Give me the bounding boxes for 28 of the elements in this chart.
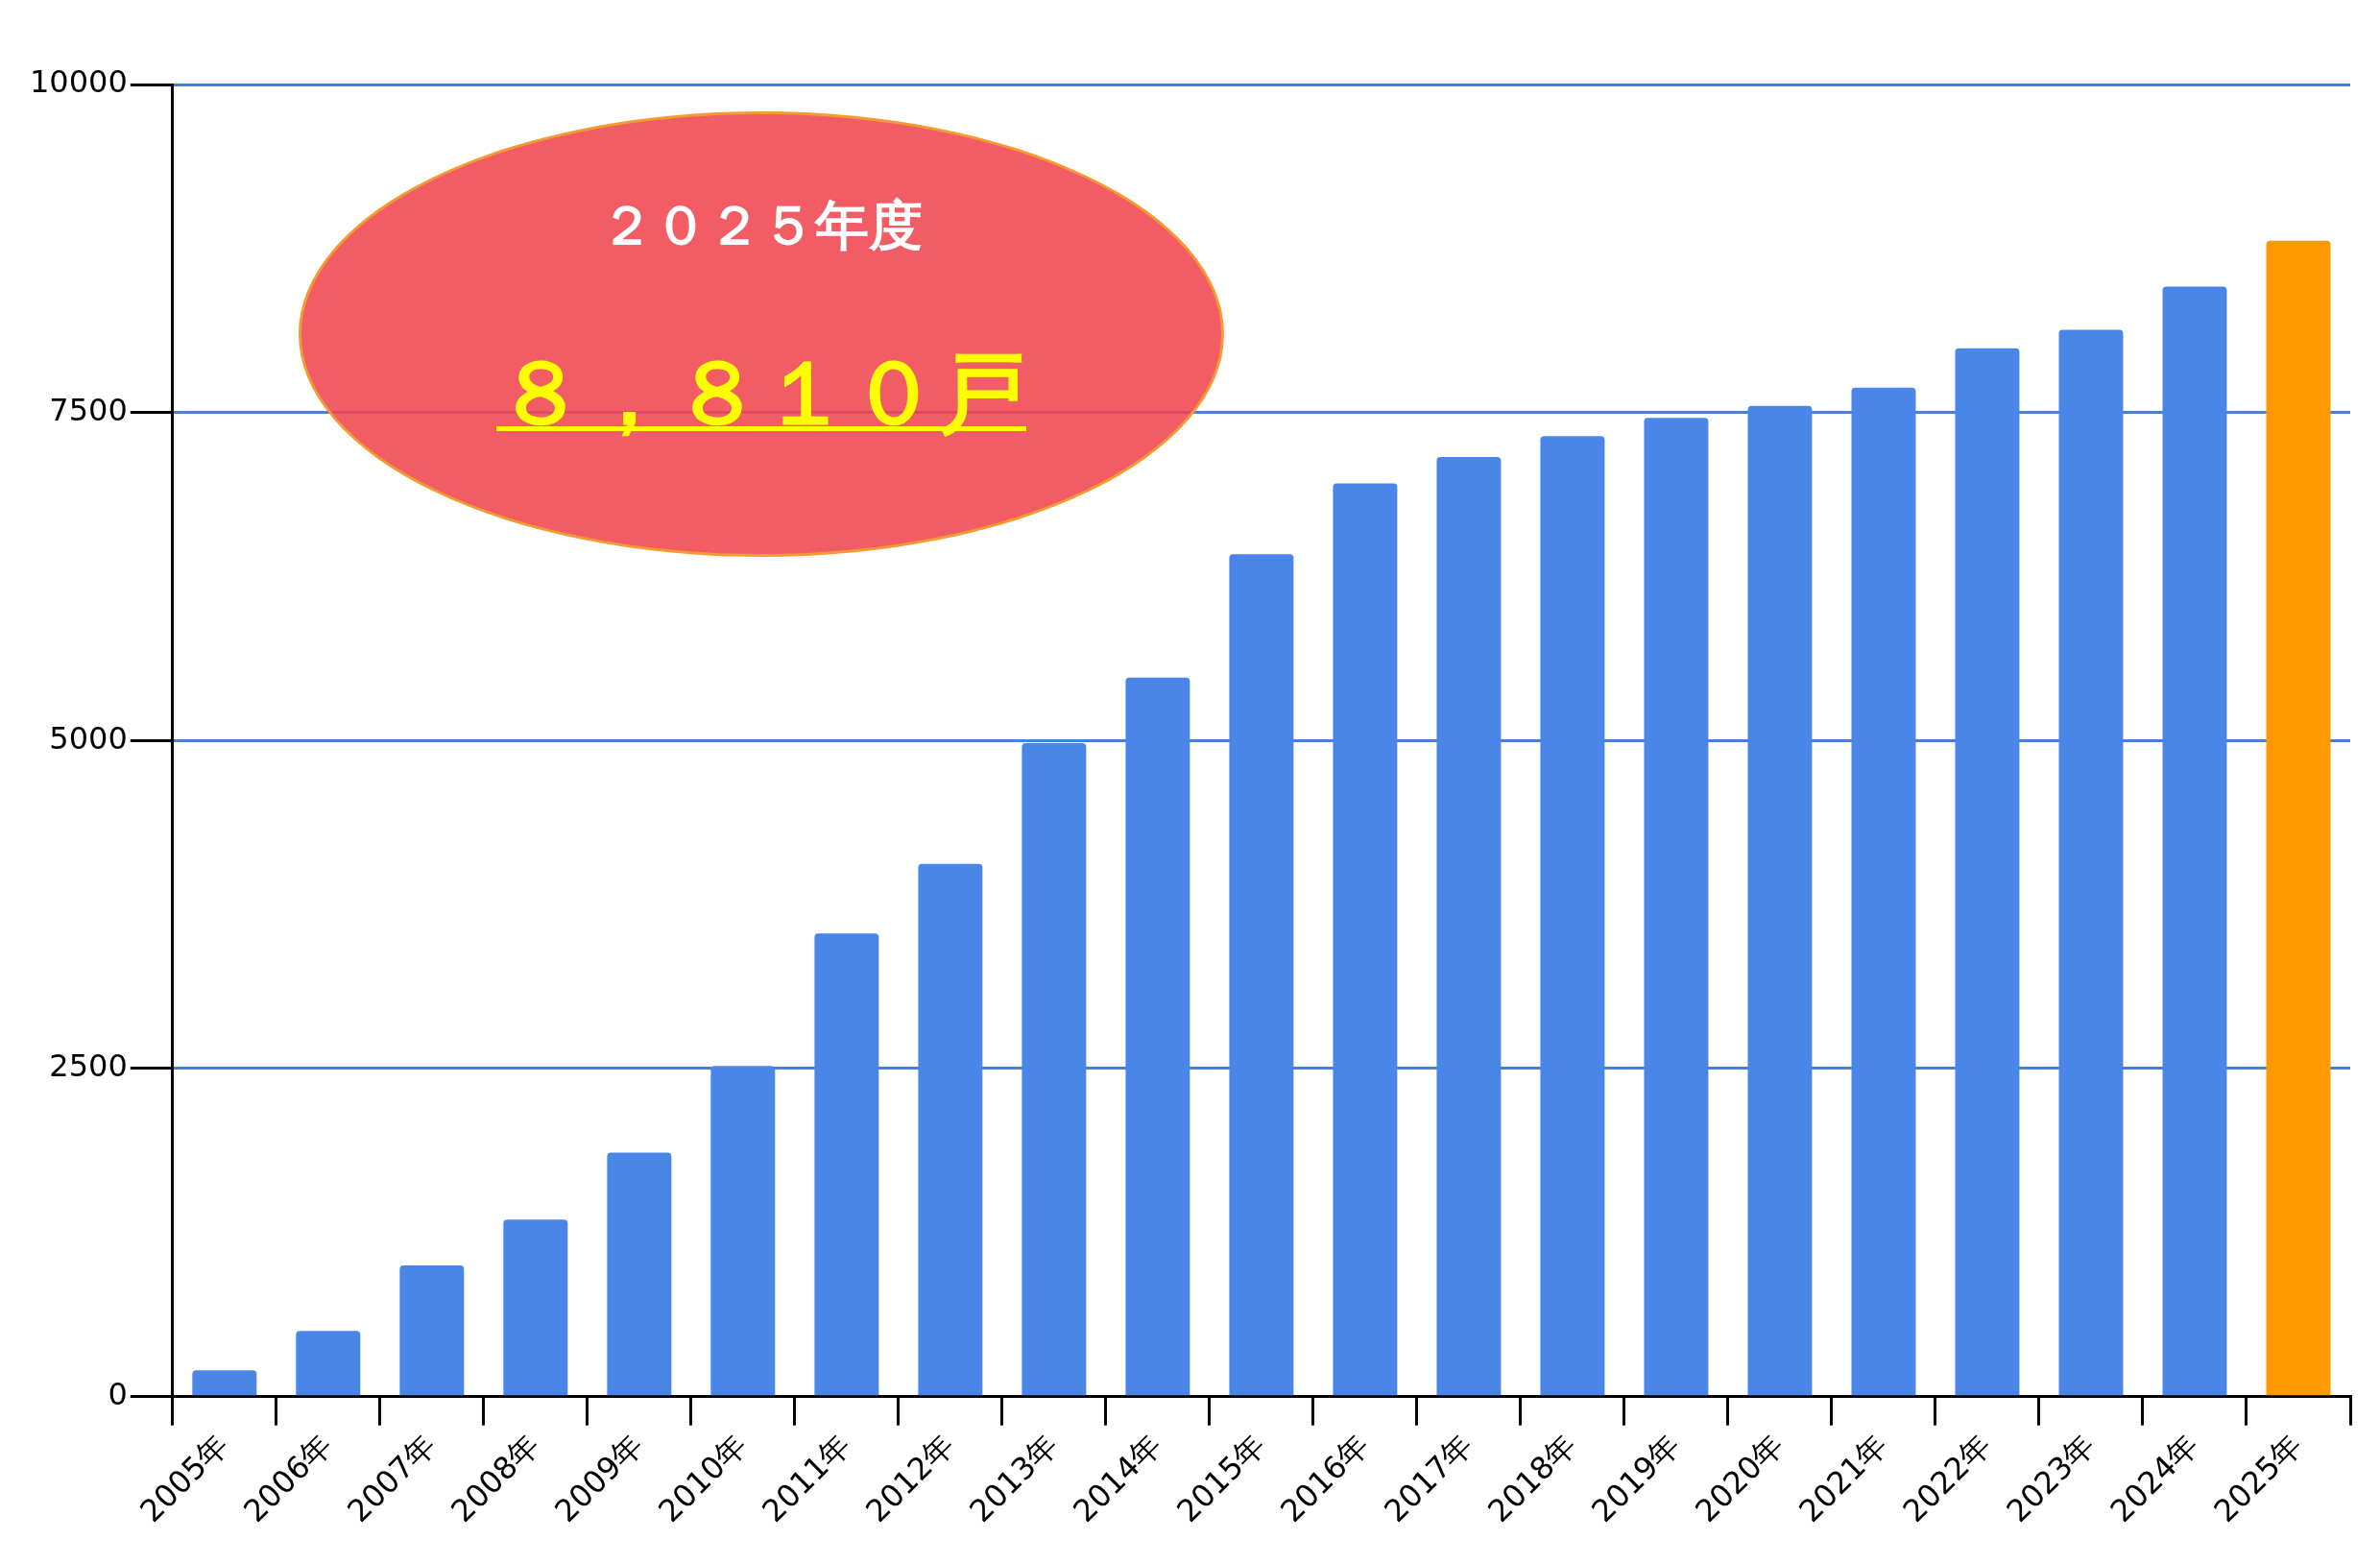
bar (710, 1066, 776, 1396)
bar (1125, 677, 1190, 1396)
bar (503, 1219, 568, 1396)
bar (1229, 554, 1294, 1396)
bar (399, 1264, 465, 1396)
bar (1022, 743, 1087, 1396)
bar (2266, 240, 2331, 1396)
bar (1333, 483, 1398, 1396)
y-tick-label: 0 (108, 1375, 128, 1412)
bar (1436, 457, 1502, 1396)
bar (192, 1370, 257, 1396)
bar (607, 1152, 672, 1396)
y-tick-label: 2500 (49, 1047, 128, 1085)
bar (1644, 418, 1709, 1396)
annotation: ８，８１０戸 (495, 341, 1027, 446)
bar (814, 933, 879, 1396)
y-tick-label: 7500 (49, 391, 128, 428)
bar (296, 1331, 361, 1396)
bar (2162, 286, 2227, 1396)
bar (1851, 387, 1916, 1396)
bar (1955, 348, 2020, 1396)
bar (1747, 405, 1813, 1396)
bar (1540, 436, 1605, 1396)
annotation: ２０２５年度 (599, 193, 924, 258)
bar (2058, 329, 2124, 1396)
y-tick-label: 5000 (49, 719, 128, 757)
y-tick-label: 10000 (30, 63, 128, 101)
bar (918, 863, 983, 1396)
